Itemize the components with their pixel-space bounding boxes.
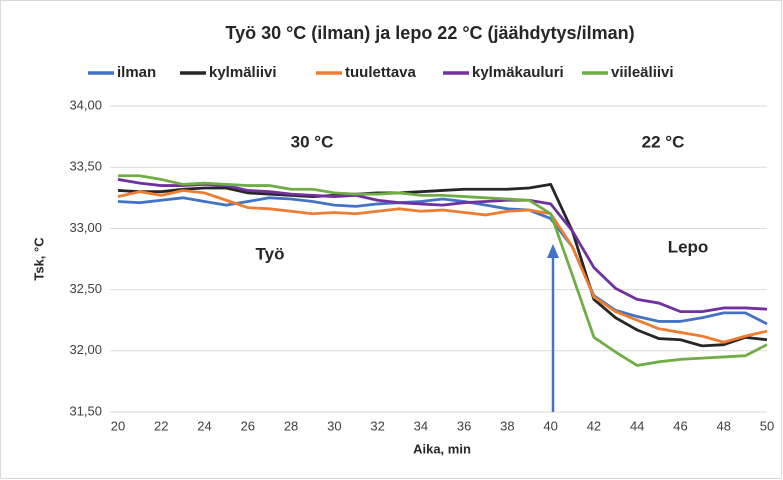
x-tick-label: 48 [716,418,730,433]
x-tick-label: 22 [154,418,168,433]
y-tick-label: 33,50 [69,159,102,174]
x-tick-label: 38 [500,418,514,433]
legend-label: kylmäkauluri [472,64,564,81]
x-tick-label: 40 [543,418,557,433]
legend-label: tuulettava [345,64,417,81]
chart-title: Työ 30 °C (ilman) ja lepo 22 °C (jäähdyt… [225,23,634,43]
series-line [118,174,768,367]
y-tick-label: 33,00 [69,220,102,235]
y-axis-title: Tsk, °C [31,237,46,281]
arrow-head [547,244,559,258]
y-tick-label: 32,00 [69,342,102,357]
series-line [117,182,768,348]
y-tick-label: 31,50 [69,403,102,418]
x-tick-label: 28 [284,418,298,433]
x-tick-label: 26 [241,418,255,433]
plot [117,174,768,367]
x-tick-label: 24 [197,418,211,433]
legend-label: viileäliivi [611,64,674,81]
annotation: Lepo [668,237,709,256]
x-tick-label: 30 [327,418,341,433]
legend-label: ilman [117,64,156,81]
x-tick-label: 32 [370,418,384,433]
annotation: 22 °C [642,132,685,151]
series-line [117,196,768,326]
grid [110,105,767,413]
x-tick-label: 36 [457,418,471,433]
series-line [117,189,768,344]
x-tick-label: 46 [673,418,687,433]
legend-label: kylmäliivi [209,64,277,81]
x-tick-label: 34 [414,418,428,433]
x-tick-label: 20 [111,418,125,433]
x-axis-title: Aika, min [413,441,471,456]
annotation: Työ [256,244,285,263]
y-tick-label: 34,00 [69,97,102,112]
annotation: 30 °C [291,132,334,151]
x-tick-label: 42 [587,418,601,433]
y-tick-label: 32,50 [69,281,102,296]
x-tick-label: 44 [630,418,644,433]
x-tick-label: 50 [760,418,774,433]
